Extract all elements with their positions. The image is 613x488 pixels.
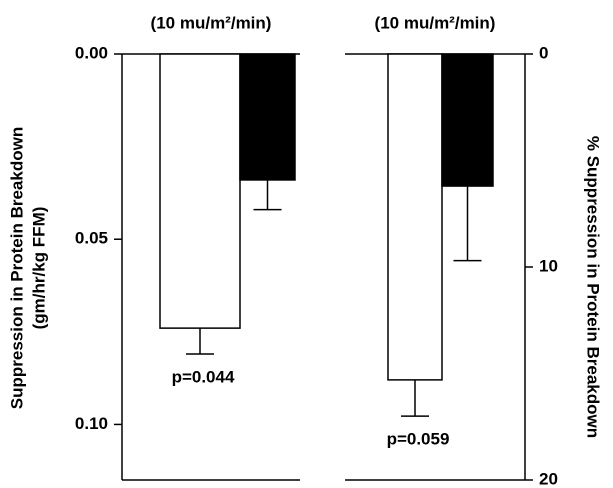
y-tick-label: 0.05 (75, 229, 108, 248)
annotation: p=0.059 (387, 430, 450, 449)
y-axis-label: Suppression in Protein Breakdown (7, 127, 26, 409)
chart-title: (10 mu/m²/min) (375, 13, 496, 32)
chart-title: (10 mu/m²/min) (151, 13, 272, 32)
bar (387, 53, 443, 381)
bar (239, 53, 296, 181)
y-tick-label: 0.00 (75, 43, 108, 62)
y-tick-label: 0 (539, 43, 548, 62)
bar (159, 53, 241, 329)
y-axis-label: % Suppression in Protein Breakdown (584, 136, 603, 438)
y-tick-label: 20 (539, 469, 558, 488)
y-tick-label: 0.10 (75, 414, 108, 433)
y-axis-label: (gm/hr/kg FFM) (29, 207, 48, 330)
bar (441, 53, 494, 187)
annotation: p=0.044 (172, 368, 235, 387)
y-tick-label: 10 (539, 256, 558, 275)
